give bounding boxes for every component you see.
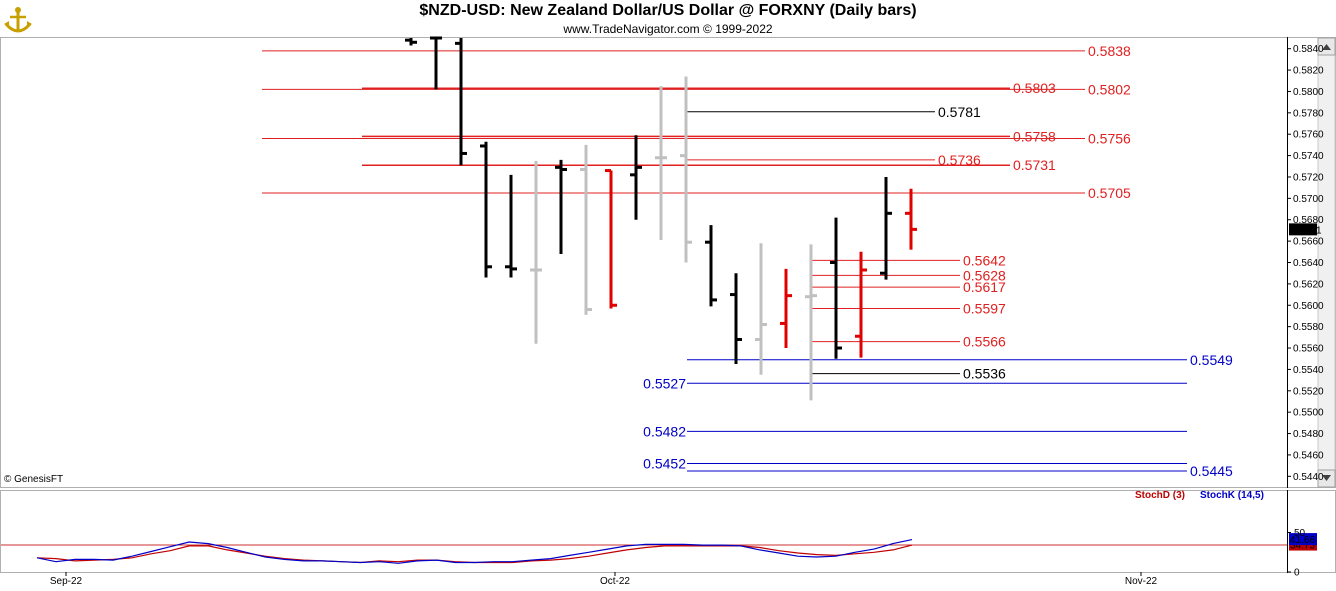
- price-tick-label: 0.5560: [1293, 344, 1324, 355]
- page-subtitle: www.TradeNavigator.com © 1999-2022: [563, 22, 773, 36]
- level-label: 0.5802: [1088, 81, 1131, 97]
- level-label: 0.5527: [643, 375, 686, 391]
- level-label: 0.5731: [1013, 157, 1056, 173]
- price-tick-label: 0.5500: [1293, 408, 1324, 419]
- level-label: 0.5705: [1088, 185, 1131, 201]
- level-label: 0.5536: [963, 366, 1006, 382]
- last-price-box: [1289, 223, 1317, 236]
- price-tick-label: 0.5840: [1293, 44, 1324, 55]
- stoch-tick-label: 0: [1294, 568, 1300, 579]
- level-label: 0.5597: [963, 300, 1006, 316]
- price-tick-label: 0.5780: [1293, 108, 1324, 119]
- last-price-marker: 0.5671: [1289, 223, 1322, 236]
- price-tick-label: 0.5620: [1293, 279, 1324, 290]
- level-label: 0.5628: [963, 267, 1006, 283]
- price-tick-label: 0.5540: [1293, 365, 1324, 376]
- price-tick-label: 0.5440: [1293, 472, 1324, 483]
- stoch-tick-label: 50: [1294, 528, 1306, 539]
- level-label: 0.5549: [1190, 352, 1233, 368]
- copyright-notice: © GenesisFT: [4, 474, 64, 485]
- page-title: $NZD-USD: New Zealand Dollar/US Dollar @…: [419, 2, 917, 19]
- ohlc-bar: [480, 141, 492, 278]
- ohlc-bar: [655, 86, 667, 241]
- level-label: 0.5566: [963, 334, 1006, 350]
- ohlc-bar: [905, 188, 917, 250]
- ohlc-bar: [730, 273, 742, 365]
- price-panel-frame: [0, 37, 1336, 488]
- ohlc-bar: [405, 38, 417, 46]
- price-tick-label: 0.5460: [1293, 450, 1324, 461]
- price-tick-label: 0.5520: [1293, 386, 1324, 397]
- ohlc-bar: [780, 268, 792, 349]
- date-tick-label: Sep-22: [50, 576, 83, 587]
- ohlc-bar: [805, 244, 817, 401]
- price-tick-label: 0.5480: [1293, 429, 1324, 440]
- level-label: 0.5803: [1013, 80, 1056, 96]
- ohlc-bar: [580, 144, 592, 315]
- level-label: 0.5736: [938, 152, 981, 168]
- ohlc-bar: [855, 251, 867, 358]
- price-tick-label: 0.5740: [1293, 151, 1324, 162]
- ohlc-bar: [630, 135, 642, 220]
- stoch-value-label: 41.66: [1290, 535, 1315, 546]
- level-label: 0.5642: [963, 252, 1006, 268]
- stoch-value-box: [1289, 533, 1317, 546]
- price-tick-label: 0.5600: [1293, 301, 1324, 312]
- ohlc-bar: [605, 169, 617, 309]
- date-axis: Sep-22 Oct-22 Nov-22: [50, 572, 1158, 587]
- price-tick-label: 0.5680: [1293, 215, 1324, 226]
- ohlc-bar: [680, 76, 692, 263]
- stoch-panel-frame: [0, 490, 1336, 573]
- price-tick-label: 0.5800: [1293, 87, 1324, 98]
- level-label: 0.5838: [1088, 43, 1131, 59]
- price-tick-label: 0.5820: [1293, 66, 1324, 77]
- price-tick-label: 0.5580: [1293, 322, 1324, 333]
- tradenavigator-logo-icon: [2, 2, 34, 36]
- stoch-line-1: [36, 539, 913, 564]
- legend-stochk: StochK (14,5): [1200, 490, 1264, 501]
- price-tick-label: 0.5700: [1293, 194, 1324, 205]
- ohlc-bar: [755, 243, 767, 375]
- date-tick-label: Nov-22: [1125, 576, 1158, 587]
- ohlc-bar: [430, 36, 442, 90]
- level-label: 0.5756: [1088, 130, 1131, 146]
- level-label: 0.5758: [1013, 128, 1056, 144]
- ohlc-bars: [405, 36, 917, 401]
- stoch-axis-ticks: 50 0: [1287, 528, 1306, 579]
- ohlc-bar: [880, 176, 892, 280]
- price-tick-label: 0.5640: [1293, 258, 1324, 269]
- scroll-up-arrow-icon: [1322, 44, 1331, 50]
- level-label: 0.5781: [938, 104, 981, 120]
- level-label: 0.5452: [643, 455, 686, 471]
- price-axis-ticks: 0.5840 0.5820 0.5800 0.5780 0.5760 0.5740 0.57…: [1287, 44, 1324, 483]
- level-label: 0.5445: [1190, 463, 1233, 479]
- ohlc-bar: [705, 225, 717, 307]
- last-price-label: 0.5671: [1291, 225, 1322, 236]
- level-label: 0.5617: [963, 279, 1006, 295]
- price-tick-label: 0.5760: [1293, 130, 1324, 141]
- stoch-value-label: 34.73: [1290, 541, 1315, 552]
- ohlc-bar: [830, 217, 842, 359]
- legend-stochd: StochD (3): [1135, 490, 1185, 501]
- ohlc-bar: [505, 174, 517, 278]
- price-tick-label: 0.5660: [1293, 237, 1324, 248]
- ohlc-bar: [555, 159, 567, 254]
- price-tick-label: 0.5720: [1293, 172, 1324, 183]
- level-label: 0.5482: [643, 423, 686, 439]
- ohlc-bar: [455, 38, 467, 166]
- ohlc-bar: [530, 160, 542, 344]
- horizontal-levels: 0.5838 0.5802 0.5803 0.5756 0.5758 0.5781 0.57…: [262, 43, 1233, 479]
- scroll-down-arrow-icon: [1322, 475, 1331, 481]
- date-tick-label: Oct-22: [600, 576, 630, 587]
